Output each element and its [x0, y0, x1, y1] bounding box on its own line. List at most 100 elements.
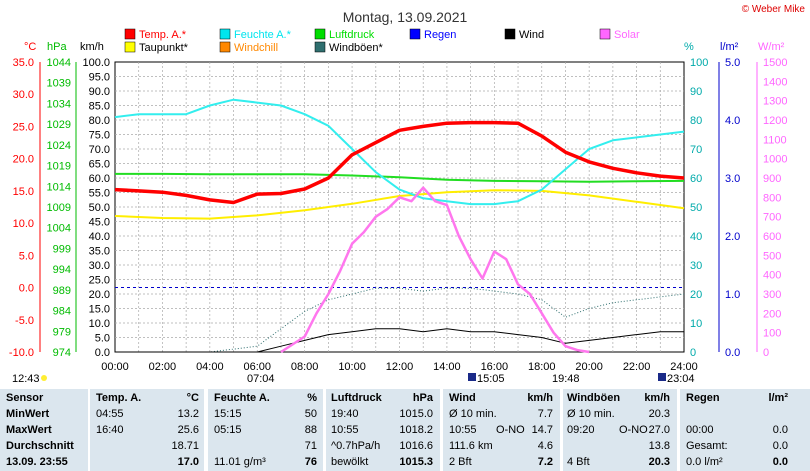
sun-icon — [41, 375, 47, 381]
y-tick-solar_wm2: 400 — [763, 270, 781, 282]
table-header: Sensor — [6, 392, 44, 404]
table-cell: 88 — [304, 424, 317, 436]
y-tick-humidity_pct: 0 — [690, 347, 696, 359]
y-tick-rain_lm2: 3.0 — [725, 173, 740, 185]
table-header: Feuchte A. — [214, 392, 270, 404]
table-cell: 2 Bft — [449, 456, 472, 468]
y-tick-pressure_hpa: 1004 — [47, 223, 71, 235]
y-tick-pressure_hpa: 1039 — [47, 78, 71, 90]
table-cell: 10:55 — [449, 424, 477, 436]
y-tick-pressure_hpa: 1024 — [47, 140, 71, 152]
y-tick-humidity_pct: 80 — [690, 115, 702, 127]
y-tick-solar_wm2: 1400 — [763, 76, 787, 88]
y-tick-humidity_pct: 30 — [690, 260, 702, 272]
y-tick-pressure_hpa: 994 — [53, 264, 71, 276]
y-tick-wind_kmh: 10.0 — [89, 318, 110, 330]
y-tick-rain_lm2: 0.0 — [725, 347, 740, 359]
series-line-luftdruck — [115, 172, 685, 183]
y-tick-pressure_hpa: 1034 — [47, 98, 71, 110]
y-tick-solar_wm2: 800 — [763, 192, 781, 204]
y-tick-pressure_hpa: 1044 — [47, 57, 71, 69]
copyright: © Weber Mike — [742, 4, 806, 15]
series-line-solar — [280, 186, 590, 354]
legend-swatch — [599, 28, 611, 40]
y-tick-wind_kmh: 35.0 — [89, 246, 110, 258]
y-tick-humidity_pct: 90 — [690, 86, 702, 98]
table-cell: 1015.3 — [399, 456, 433, 468]
table-cell: 76 — [304, 456, 317, 468]
table-header: l/m² — [768, 392, 788, 404]
series-line-windben — [115, 287, 685, 353]
y-tick-rain_lm2: 5.0 — [725, 57, 740, 69]
y-tick-pressure_hpa: 989 — [53, 285, 71, 297]
table-cell: 18.71 — [171, 440, 199, 452]
table-cell: 00:00 — [686, 424, 714, 436]
table-cell: 0.0 — [772, 424, 788, 436]
x-axis-ticks: 00:00 02:00 04:00 06:00 08:00 10:00 12:00 14:00… — [101, 361, 698, 373]
y-tick-solar_wm2: 600 — [763, 231, 781, 243]
table-cell: 16:40 — [96, 424, 124, 436]
table-cell: 4 Bft — [567, 456, 590, 468]
legend-swatch — [219, 28, 231, 40]
table-cell: O-NO — [496, 424, 525, 436]
y-tick-wind_kmh: 85.0 — [89, 101, 110, 113]
y-tick-solar_wm2: 900 — [763, 173, 781, 185]
table-cell: 09:20 — [567, 424, 595, 436]
table-cell: 4.6 — [537, 440, 553, 452]
y-tick-temp_c: 25.0 — [13, 121, 34, 133]
table-header: Temp. A. — [96, 392, 142, 404]
table-column-bg — [0, 389, 88, 471]
x-tick-label: 02:00 — [149, 361, 177, 373]
legend-swatch — [124, 28, 136, 40]
x-tick-label: 08:00 — [291, 361, 319, 373]
table-cell: bewölkt — [331, 456, 369, 468]
x-tick-label: 10:00 — [338, 361, 366, 373]
table-header: Wind — [449, 392, 476, 404]
table-header: km/h — [644, 392, 670, 404]
table-cell: Ø 10 min. — [449, 408, 497, 420]
table-cell: 19:40 — [331, 408, 359, 420]
y-tick-pressure_hpa: 1014 — [47, 181, 71, 193]
table-header: Windböen — [567, 392, 621, 404]
y-tick-solar_wm2: 1500 — [763, 57, 787, 69]
y-tick-pressure_hpa: 1009 — [47, 202, 71, 214]
y-tick-wind_kmh: 5.0 — [95, 333, 110, 345]
table-cell: 17.0 — [177, 456, 199, 468]
y-tick-temp_c: 30.0 — [13, 89, 34, 101]
y-tick-rain_lm2: 4.0 — [725, 115, 740, 127]
row-label: 13.09. 23:55 — [6, 456, 68, 468]
table-cell: 0.0 l/m² — [686, 456, 723, 468]
y-tick-pressure_hpa: 979 — [53, 326, 71, 338]
legend-label: Wind — [519, 29, 544, 41]
table-column-bg — [326, 389, 440, 471]
row-label: Durchschnitt — [6, 440, 74, 452]
table-cell: 71 — [304, 440, 317, 452]
y-tick-humidity_pct: 10 — [690, 318, 702, 330]
table-column-bg — [443, 389, 560, 471]
table-cell: 7.7 — [537, 408, 553, 420]
table-column-bg — [680, 389, 810, 471]
table-header: °C — [186, 392, 199, 404]
table-column-bg — [208, 389, 323, 471]
table-header: Luftdruck — [331, 392, 382, 404]
table-cell: 1018.2 — [399, 424, 433, 436]
y-tick-humidity_pct: 60 — [690, 173, 702, 185]
y-tick-wind_kmh: 15.0 — [89, 304, 110, 316]
table-cell: 7.2 — [537, 456, 553, 468]
moon-label: 15:05 — [477, 373, 505, 385]
table-column-bg — [563, 389, 677, 471]
x-tick-label: 06:00 — [243, 361, 271, 373]
y-tick-wind_kmh: 90.0 — [89, 86, 110, 98]
sunset-label: 19:48 — [552, 373, 580, 385]
y-tick-solar_wm2: 1100 — [763, 134, 787, 146]
table-header: Regen — [686, 392, 720, 404]
x-tick-label: 20:00 — [575, 361, 603, 373]
y-tick-temp_c: 0.0 — [19, 283, 34, 295]
y-tick-temp_c: 5.0 — [19, 250, 34, 262]
series-line-tempa — [114, 120, 685, 205]
y-tick-solar_wm2: 100 — [763, 328, 781, 340]
table-cell: 13.2 — [177, 408, 199, 420]
table-header: hPa — [412, 392, 433, 404]
x-tick-label: 00:00 — [101, 361, 129, 373]
y-tick-humidity_pct: 100 — [690, 57, 708, 69]
